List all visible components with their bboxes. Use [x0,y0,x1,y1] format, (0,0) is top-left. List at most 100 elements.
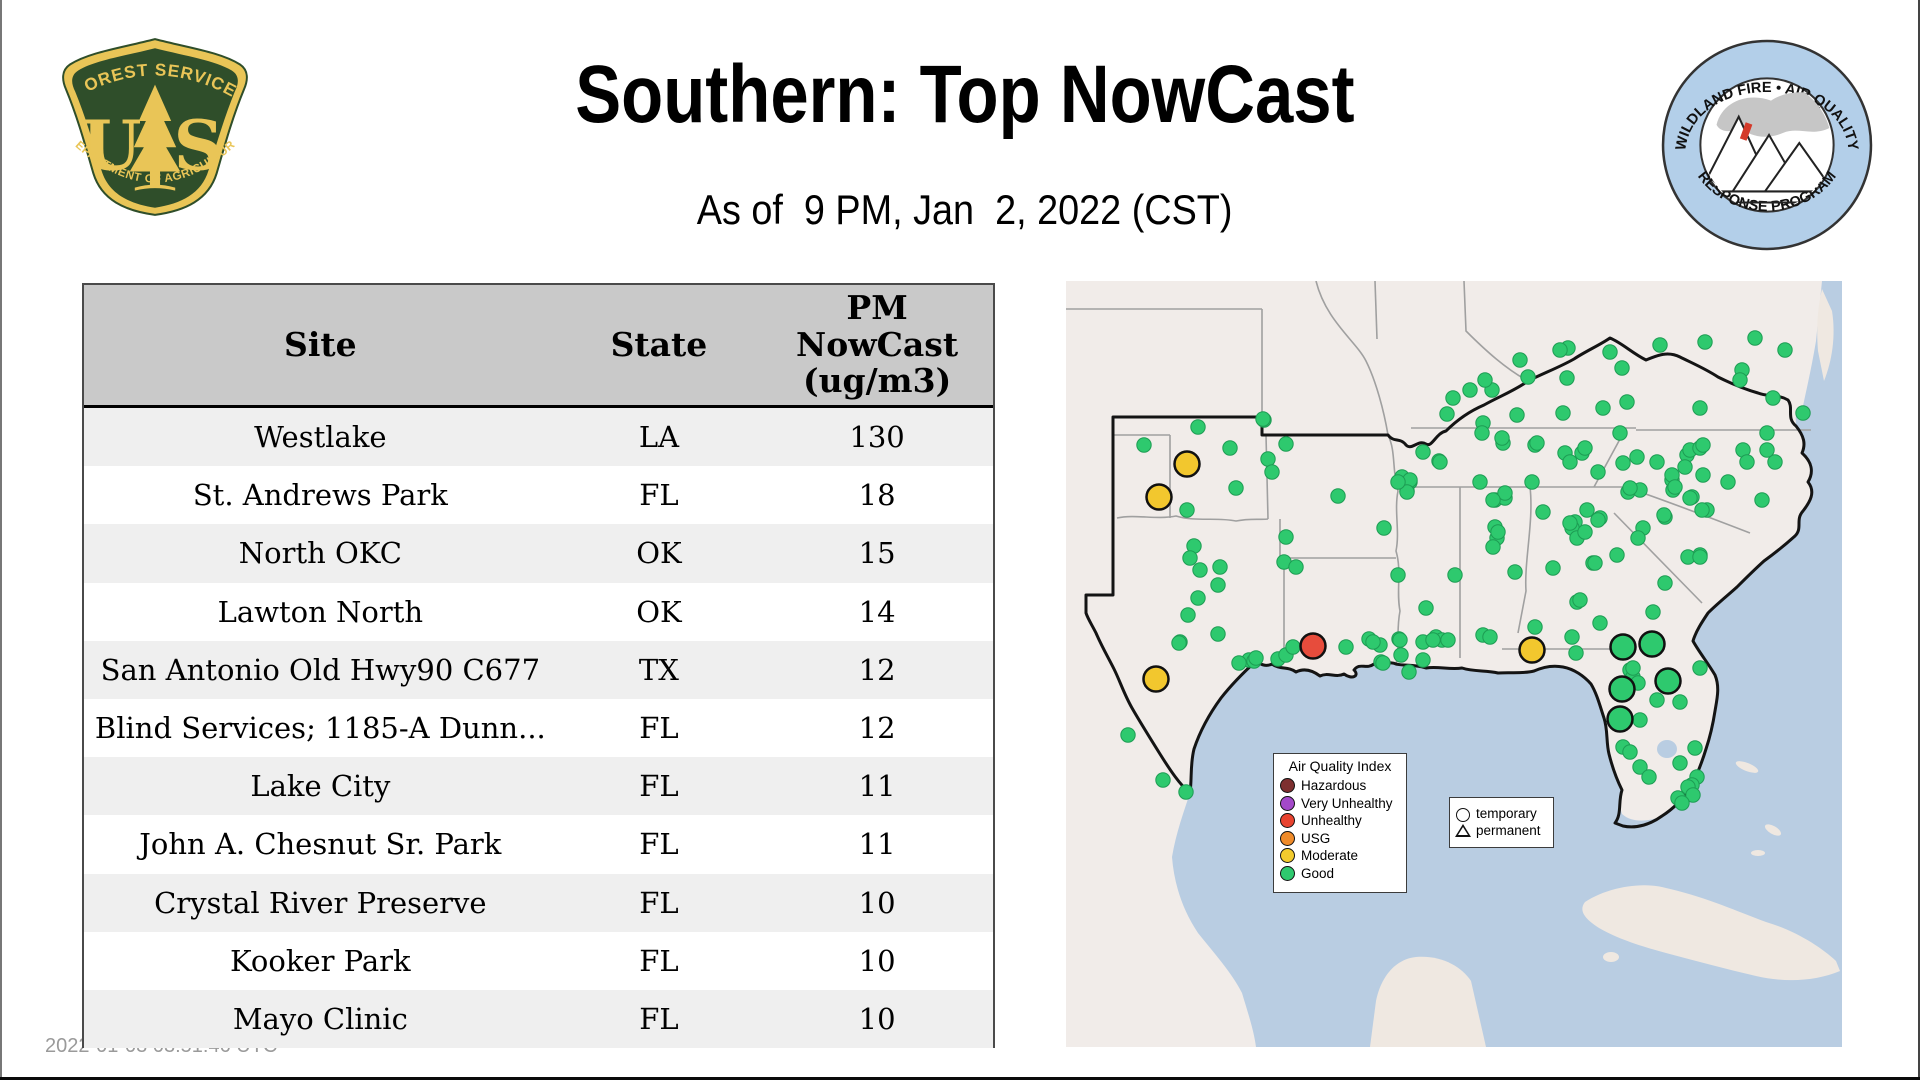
temporary-circle-icon [1456,808,1470,822]
monitor-dot-good [1288,559,1304,575]
monitor-dot-good [1595,400,1611,416]
monitor-dot-good [1656,507,1672,523]
aqi-legend-item: Hazardous [1280,777,1406,795]
monitor-dot-good [1694,502,1710,518]
monitor-dot-good [1524,474,1540,490]
window-right-border [1918,0,1920,1080]
monitor-dot-good [1672,755,1688,771]
aqi-legend-label: Moderate [1301,848,1359,864]
monitor-dot-good [1418,600,1434,616]
monitor-dot-good [1754,492,1770,508]
state-cell: TX [638,652,679,687]
monitor-dot-good [1695,467,1711,483]
monitor-dot-good [1392,632,1408,648]
state-cell: FL [639,769,679,804]
table-row: Westlake LA 130 [84,408,993,467]
aqi-legend-items: Hazardous Very Unhealthy Unhealthy USG Moder… [1280,777,1406,882]
monitor-dot-good [1629,449,1645,465]
pm-value-cell: 10 [858,885,896,920]
state-cell: OK [636,536,682,571]
site-cell: North OKC [238,536,402,571]
monitor-dot-good [1415,444,1431,460]
monitor-dot-good [1440,632,1456,648]
monitor-dot-good [1692,549,1708,565]
monitor-dot-good [1210,626,1226,642]
monitor-dot-good [1264,464,1280,480]
temporary-label: temporary [1476,805,1537,821]
monitor-dot-good [1672,694,1688,710]
monitor-dot-good [1625,660,1641,676]
pm-value-cell: 10 [858,943,896,978]
page-title: Southern: Top NowCast [575,49,1355,140]
monitor-dot-good [1555,405,1571,421]
monitor-dot-good [1759,442,1775,458]
bahamas-1 [1735,761,1759,773]
permanent-label: permanent [1476,822,1541,838]
table-row: North OKC OK 15 [84,524,993,583]
monitor-marker-moderate [1518,636,1546,664]
table-row: Blind Services; 1185-A Dunn... FL 12 [84,698,993,758]
monitor-dot-good [1192,562,1208,578]
monitor-dot-good [1747,330,1763,346]
monitor-dot-good [1674,795,1690,811]
monitor-marker-moderate [1145,483,1173,511]
monitor-dot-good [1376,520,1392,536]
page-subtitle-wrap: As of 9 PM, Jan 2, 2022 (CST) [380,186,1550,234]
monitor-dot-good [1619,394,1635,410]
site-cell: San Antonio Old Hwy90 C677 [100,652,541,687]
monitor-dot-good [1485,539,1501,555]
aqi-legend-item: USG [1280,830,1406,848]
monitor-dot-good [1535,504,1551,520]
aqi-legend: Air Quality Index Hazardous Very Unhealth… [1273,753,1407,893]
monitor-markers-large [1142,450,1682,733]
site-cell: Mayo Clinic [232,1001,408,1036]
table-row: Kooker Park FL 10 [84,931,993,990]
page-subtitle: As of 9 PM, Jan 2, 2022 (CST) [697,186,1233,233]
lake-okeechobee [1657,740,1677,758]
monitor-dot-good [1462,382,1478,398]
monitor-marker-good [1654,667,1682,695]
monitor-dot-good [1529,435,1545,451]
monitor-dot-good [1474,425,1490,441]
pm-value-cell: 12 [858,711,896,746]
monitor-dot-good [1472,474,1488,490]
fire-mark [1739,122,1753,141]
aqi-legend-item: Unhealthy [1280,812,1406,830]
isla-juventud [1603,952,1619,962]
symbol-legend-icons [1455,808,1471,837]
table-row: Lawton North OK 14 [84,582,993,641]
window-left-border [0,0,2,1080]
monitor-dot-good [1552,342,1568,358]
monitor-dot-good [1577,440,1593,456]
monitor-dot-good [1401,664,1417,680]
monitor-dot-good [1399,484,1415,500]
aqi-color-dot [1280,813,1295,829]
monitor-dot-good [1190,590,1206,606]
monitor-dot-good [1507,564,1523,580]
monitor-dot-good [1697,334,1713,350]
monitor-dot-good [1765,390,1781,406]
aqi-legend-label: Good [1301,865,1335,881]
monitor-dot-good [1231,655,1247,671]
pm-value-cell: 10 [858,1001,896,1036]
monitor-dot-good [1609,547,1625,563]
table-row: San Antonio Old Hwy90 C677 TX 12 [84,640,993,699]
aqi-legend-item: Good [1280,865,1406,883]
pm-value-cell: 11 [858,769,896,804]
aqi-color-dot [1280,795,1295,811]
monitor-dot-good [1490,524,1506,540]
monitor-marker-good [1606,705,1634,733]
monitor-dot-good [1652,337,1668,353]
monitor-dot-good [1579,502,1595,518]
pm-value-cell: 18 [858,478,896,513]
monitor-dot-good [1171,635,1187,651]
monitor-dot-good [1559,370,1575,386]
aqi-color-dot [1280,778,1295,794]
monitor-dot-good [1285,639,1301,655]
monitor-dot-good [1587,555,1603,571]
monitor-dot-good [1739,454,1755,470]
site-cell: Westlake [254,420,387,455]
monitor-dot-good [1415,652,1431,668]
table-body: Westlake LA 130 St. Andrews Park FL 18 North O… [84,408,993,1049]
pm-value-cell: 130 [849,420,905,455]
